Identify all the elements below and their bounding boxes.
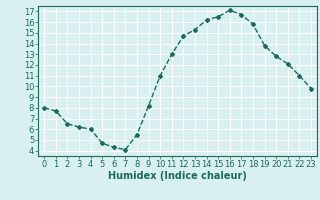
- X-axis label: Humidex (Indice chaleur): Humidex (Indice chaleur): [108, 171, 247, 181]
